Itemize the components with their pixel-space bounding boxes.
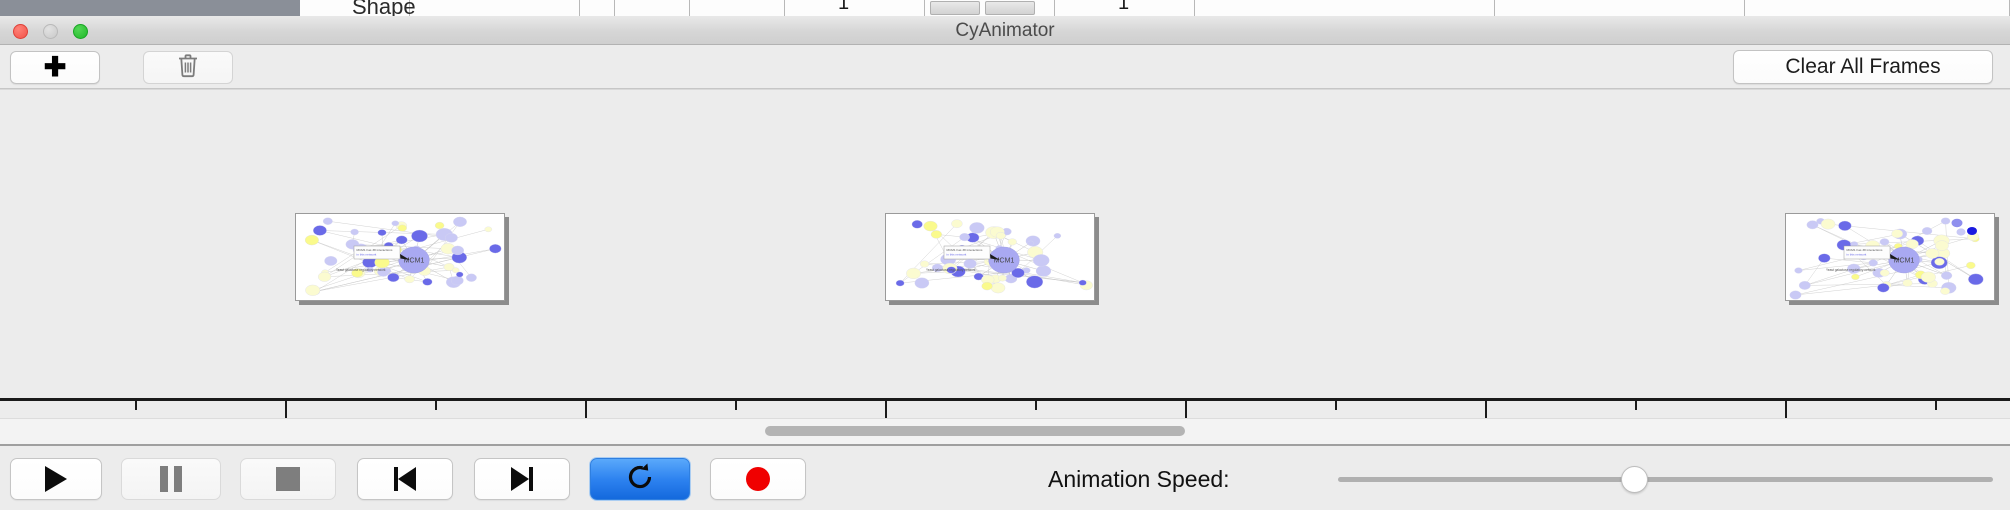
maximize-button[interactable] [73, 24, 88, 39]
skip-to-end-icon [511, 467, 533, 491]
background-cell [580, 0, 615, 16]
animation-speed-label: Animation Speed: [1048, 466, 1230, 492]
pause-icon [160, 466, 182, 492]
axis-baseline [0, 398, 2010, 401]
timeline-horizontal-scrollbar[interactable] [0, 418, 2010, 444]
stop-button[interactable] [240, 458, 336, 500]
add-frame-button[interactable]: ✚ [10, 51, 100, 84]
background-app-strip: Shape 1 1 [0, 0, 2010, 16]
playback-control-bar: Animation Speed: [0, 444, 2010, 510]
frame-toolbar: ✚ Clear All Frames [0, 45, 2010, 89]
scrollbar-thumb[interactable] [765, 426, 1185, 436]
skip-to-start-icon [394, 467, 416, 491]
play-button[interactable] [10, 458, 102, 500]
background-glyph-two: 1 [1118, 0, 1130, 14]
svg-text:Yeast galactose regulatory net: Yeast galactose regulatory network [926, 268, 976, 272]
timeline-frame-thumbnail[interactable]: MCM1 MCM1 has 38 interactions in this netw… [295, 213, 505, 301]
slider-thumb[interactable] [1621, 466, 1648, 493]
axis-tick-minor [435, 401, 437, 410]
delete-frame-button[interactable] [143, 51, 233, 84]
axis-tick-major [1485, 401, 1487, 419]
axis-tick-major [1185, 401, 1187, 419]
background-cell [690, 0, 785, 16]
axis-tick-minor [135, 401, 137, 410]
window-titlebar[interactable]: CyAnimator [0, 16, 2010, 45]
background-cell [1055, 0, 1195, 16]
minimize-button[interactable] [43, 24, 58, 39]
svg-text:MCM1 has 38 interactions: MCM1 has 38 interactions [1847, 248, 1883, 252]
background-cell [300, 0, 410, 16]
svg-text:MCM1 has 38 interactions: MCM1 has 38 interactions [357, 248, 393, 252]
background-toolbar-button [985, 1, 1035, 15]
timeline-frame-thumbnail[interactable]: MCM1 MCM1 has 38 interactions in this netw… [885, 213, 1095, 301]
skip-to-end-button[interactable] [474, 458, 570, 500]
axis-tick-major [285, 401, 287, 419]
window-title: CyAnimator [955, 20, 1055, 41]
trash-icon [177, 53, 199, 83]
svg-text:MCM1: MCM1 [404, 258, 425, 265]
clear-all-frames-label: Clear All Frames [1785, 55, 1941, 78]
background-cell [1195, 0, 1495, 16]
close-button[interactable] [13, 24, 28, 39]
axis-tick-minor [735, 401, 737, 410]
axis-tick-major [885, 401, 887, 419]
plus-icon: ✚ [43, 52, 67, 82]
svg-text:in this network: in this network [947, 253, 967, 257]
pause-button[interactable] [121, 458, 221, 500]
axis-tick-minor [1035, 401, 1037, 410]
slider-track[interactable] [1338, 477, 1993, 482]
background-toolbar-button [930, 1, 980, 15]
animation-speed-slider[interactable] [1338, 458, 1993, 500]
timeline-frame-thumbnail[interactable]: MCM1 MCM1 has 38 interactions in this netw… [1785, 213, 1995, 301]
timeline-panel[interactable]: MCM1 MCM1 has 38 interactions in this netw… [0, 89, 2010, 481]
record-icon [746, 467, 770, 491]
background-cell [1495, 0, 1745, 16]
axis-tick-minor [1335, 401, 1337, 410]
background-glyph-one: 1 [838, 0, 850, 14]
background-cell [1745, 0, 2010, 16]
svg-text:Yeast galactose regulatory net: Yeast galactose regulatory network [336, 268, 386, 272]
svg-text:Yeast galactose regulatory net: Yeast galactose regulatory network [1826, 268, 1876, 272]
background-cell [785, 0, 925, 16]
background-dark-panel [0, 0, 300, 16]
axis-tick-major [585, 401, 587, 419]
loop-icon [625, 462, 655, 497]
background-cell [410, 0, 580, 16]
svg-text:MCM1: MCM1 [1894, 258, 1915, 265]
axis-tick-minor [1635, 401, 1637, 410]
svg-text:MCM1 has 38 interactions: MCM1 has 38 interactions [947, 248, 983, 252]
axis-tick-major [1785, 401, 1787, 419]
background-label-shape: Shape [352, 0, 416, 16]
axis-tick-minor [1935, 401, 1937, 410]
background-cell [615, 0, 690, 16]
clear-all-frames-button[interactable]: Clear All Frames [1733, 50, 1993, 84]
stop-icon [276, 467, 300, 491]
loop-button[interactable] [590, 458, 690, 500]
svg-text:in this network: in this network [1847, 253, 1867, 257]
svg-text:MCM1: MCM1 [994, 258, 1015, 265]
play-icon [45, 466, 67, 492]
svg-text:in this network: in this network [357, 253, 377, 257]
skip-to-start-button[interactable] [357, 458, 453, 500]
timeline-top-divider [0, 89, 2010, 90]
record-button[interactable] [710, 458, 806, 500]
